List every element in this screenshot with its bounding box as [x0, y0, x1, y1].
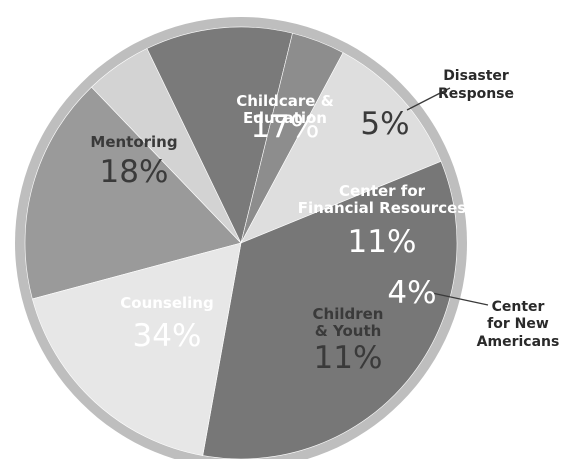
slice-label-childcare-and-education-line-2: Education — [243, 109, 327, 127]
pie-slice-children-and-youth — [240, 52, 442, 244]
slice-label-center-for-financial-resources-line-1: Center for — [339, 182, 426, 200]
pie-slice-childcare-and-education — [24, 86, 242, 300]
slice-label-childcare-and-education-line-1: Childcare & — [236, 92, 334, 110]
pie-slice-mentoring — [31, 242, 242, 456]
slice-value-counseling: 34% — [133, 318, 202, 354]
slice-label-mentoring: Mentoring — [90, 133, 177, 151]
slice-label-children-and-youth-line-2: & Youth — [315, 322, 382, 340]
slice-label-center-for-financial-resources-line-2: Financial Resources — [298, 199, 466, 217]
pie-slice-center-for-financial-resources — [146, 26, 293, 244]
pie-slice-counseling — [202, 160, 458, 460]
slice-value-center-for-financial-resources: 11% — [348, 224, 417, 260]
leader-line-disaster-response — [406, 87, 451, 111]
slice-value-mentoring: 18% — [100, 154, 169, 190]
slice-label-counseling: Counseling — [120, 294, 213, 312]
slice-label-center-for-new-americans-line-3: Americans — [477, 334, 560, 350]
slice-value-childcare-and-education: 17% — [251, 109, 320, 145]
slice-label-disaster-response-line-2: Response — [438, 86, 514, 102]
slice-label-disaster-response-line-1: Disaster — [443, 68, 509, 84]
slice-label-children-and-youth-line-1: Children — [313, 305, 384, 323]
slice-label-center-for-new-americans-line-2: for New — [487, 316, 549, 332]
slice-value-center-for-new-americans: 4% — [387, 275, 436, 311]
slice-value-disaster-response: 5% — [360, 106, 409, 142]
leader-line-center-for-new-americans — [431, 292, 489, 306]
slice-label-center-for-new-americans-line-1: Center — [492, 299, 545, 315]
slice-value-children-and-youth: 11% — [314, 340, 383, 376]
